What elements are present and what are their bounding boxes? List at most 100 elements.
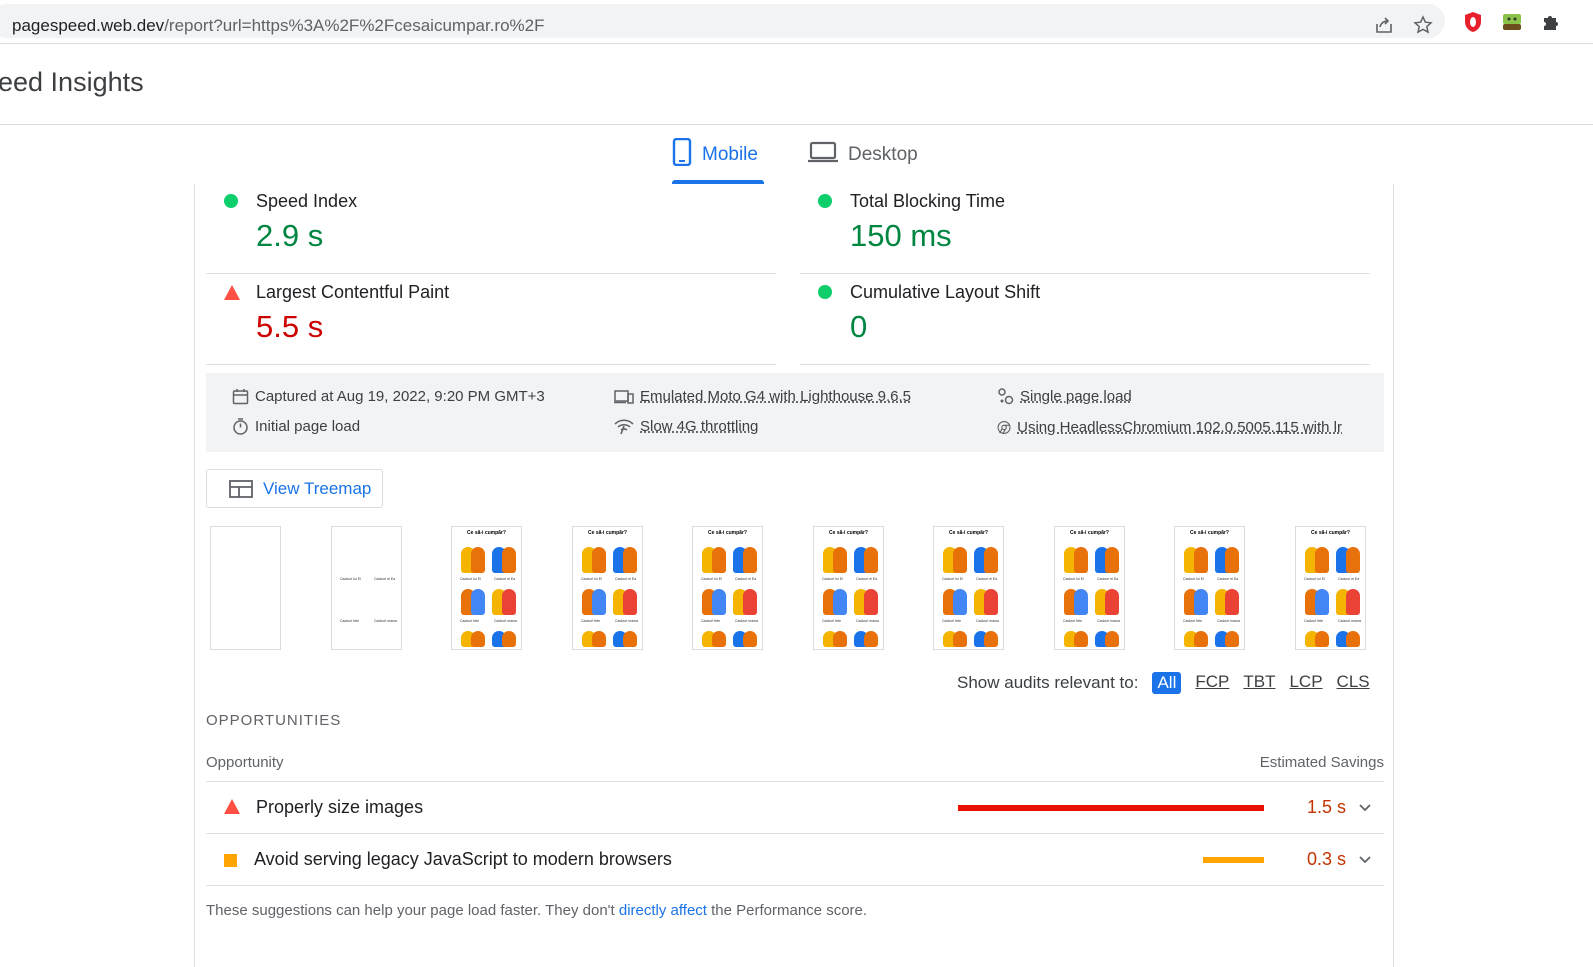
filmstrip-label: Cadouri fete xyxy=(460,619,480,623)
filmstrip-illustration xyxy=(984,631,998,647)
opera-extension-icon[interactable] xyxy=(1461,10,1485,34)
laptop-icon xyxy=(808,141,838,163)
app-header: eed Insights xyxy=(0,45,1593,125)
metric-title: Cumulative Layout Shift xyxy=(850,282,1041,302)
filter-chip-fcp[interactable]: FCP xyxy=(1195,672,1230,691)
metric-largest-contentful-paint: Largest Contentful Paint 5.5 s xyxy=(206,275,776,365)
filmstrip-illustration xyxy=(1315,589,1329,615)
url-text[interactable]: pagespeed.web.dev/report?url=https%3A%2F… xyxy=(12,16,545,35)
opportunities-footnote: These suggestions can help your page loa… xyxy=(206,902,868,919)
filmstrip-illustration xyxy=(592,547,606,573)
active-tab-indicator xyxy=(672,180,764,184)
filmstrip-label: Cadouri ei Ea xyxy=(1217,577,1239,581)
filmstrip-label: Cadouri mama xyxy=(976,619,999,623)
filmstrip-illustration xyxy=(502,631,516,647)
filmstrip-label: Cadouri fete xyxy=(340,619,360,623)
opportunity-savings: 0.3 s xyxy=(1306,849,1346,869)
directly-affect-link[interactable]: directly affect xyxy=(618,902,707,919)
runtime-info-box: Captured at Aug 19, 2022, 9:20 PM GMT+3 … xyxy=(206,373,1384,452)
filmstrip-illustration xyxy=(1105,589,1119,615)
metric-value: 150 ms xyxy=(850,218,952,253)
audit-filter: Show audits relevant to: All FCP TBT LCP… xyxy=(957,672,1370,694)
col-estimated-savings: Estimated Savings xyxy=(1259,754,1384,771)
col-opportunity: Opportunity xyxy=(206,754,284,771)
filmstrip-label: Cadouri mama xyxy=(494,619,517,623)
info-browser[interactable]: Using HeadlessChromium 102.0.5005.115 wi… xyxy=(997,418,1342,437)
fail-indicator-icon xyxy=(224,285,240,300)
opportunities-section-title: OPPORTUNITIES xyxy=(206,712,342,729)
view-treemap-button[interactable]: View Treemap xyxy=(206,469,383,508)
address-bar[interactable]: pagespeed.web.dev/report?url=https%3A%2F… xyxy=(0,4,1445,38)
filmstrip-frame: Cadouri lui El Cadouri ei Ea Cadouri fete C… xyxy=(451,526,522,650)
metric-value: 0 xyxy=(850,309,868,344)
audit-filter-label: Show audits relevant to: xyxy=(957,673,1139,692)
opportunity-row-legacy-javascript[interactable]: Avoid serving legacy JavaScript to moder… xyxy=(206,834,1384,886)
metric-title: Total Blocking Time xyxy=(850,191,1006,211)
filter-chip-lcp[interactable]: LCP xyxy=(1289,672,1323,691)
filmstrip-page-heading: Ce să-i cumpăr? xyxy=(949,530,988,536)
filmstrip-label: Cadouri fete xyxy=(1304,619,1324,623)
chevron-down-icon[interactable] xyxy=(1356,799,1374,817)
pass-indicator-icon xyxy=(818,285,832,299)
filmstrip-illustration xyxy=(1225,631,1239,647)
filmstrip-label: Cadouri fete xyxy=(581,619,601,623)
filmstrip-illustration xyxy=(502,589,516,615)
filmstrip-illustration xyxy=(1074,547,1088,573)
pass-indicator-icon xyxy=(818,194,832,208)
tab-mobile[interactable]: Mobile xyxy=(672,138,758,184)
share-icon[interactable] xyxy=(1374,15,1394,35)
star-icon[interactable] xyxy=(1413,15,1433,35)
bucket-extension-icon[interactable] xyxy=(1500,10,1524,34)
filmstrip-illustration xyxy=(1194,631,1208,647)
info-throttling[interactable]: Slow 4G throttling xyxy=(614,418,758,435)
filmstrip-page-heading: Ce să-i cumpăr? xyxy=(829,530,868,536)
filmstrip-illustration xyxy=(502,547,516,573)
filmstrip-illustration xyxy=(1074,631,1088,647)
pass-indicator-icon xyxy=(224,194,238,208)
puzzle-extension-icon[interactable] xyxy=(1540,10,1564,34)
info-single-page[interactable]: Single page load xyxy=(997,388,1132,405)
filter-chip-tbt[interactable]: TBT xyxy=(1243,672,1276,691)
opportunity-label: Avoid serving legacy JavaScript to moder… xyxy=(254,849,672,869)
filmstrip-illustration xyxy=(712,631,726,647)
filmstrip-illustration xyxy=(1194,547,1208,573)
fail-indicator-icon xyxy=(224,799,240,814)
filmstrip-label: Cadouri fete xyxy=(822,619,842,623)
filmstrip-label: Cadouri lui El xyxy=(581,577,602,581)
filmstrip-illustration xyxy=(623,547,637,573)
filmstrip-frame: Cadouri lui El Cadouri ei Ea Cadouri fete C… xyxy=(933,526,1004,650)
filmstrip-illustration xyxy=(1105,547,1119,573)
filmstrip-illustration xyxy=(712,547,726,573)
average-indicator-icon xyxy=(224,854,237,867)
filmstrip-illustration xyxy=(1194,589,1208,615)
chrome-icon xyxy=(997,421,1011,434)
filmstrip-illustration xyxy=(984,589,998,615)
filmstrip-frame: Cadouri lui El Cadouri ei Ea Cadouri fete C… xyxy=(1174,526,1245,650)
filmstrip-label: Cadouri fete xyxy=(1063,619,1083,623)
metric-value: 5.5 s xyxy=(256,309,324,344)
filmstrip-illustration xyxy=(1105,631,1119,647)
filmstrip-label: Cadouri lui El xyxy=(942,577,963,581)
filmstrip-illustration xyxy=(743,631,757,647)
filmstrip-illustration xyxy=(833,547,847,573)
filmstrip-illustration xyxy=(1346,547,1360,573)
filmstrip-label: Cadouri ei Ea xyxy=(735,577,757,581)
tab-desktop[interactable]: Desktop xyxy=(808,138,918,184)
filter-chip-cls[interactable]: CLS xyxy=(1336,672,1370,691)
filmstrip-illustration xyxy=(1346,589,1360,615)
filmstrip-label: Cadouri ei Ea xyxy=(1097,577,1119,581)
filmstrip-illustration xyxy=(1315,547,1329,573)
filmstrip-illustration xyxy=(833,631,847,647)
filmstrip-label: Cadouri lui El xyxy=(822,577,843,581)
info-device[interactable]: Emulated Moto G4 with Lighthouse 9.6.5 xyxy=(614,388,911,405)
filmstrip-label: Cadouri lui El xyxy=(460,577,481,581)
filmstrip-illustration xyxy=(471,547,485,573)
opportunity-row-properly-size-images[interactable]: Properly size images 1.5 s xyxy=(206,782,1384,834)
app-title: eed Insights xyxy=(0,67,144,97)
filmstrip-illustration xyxy=(1225,589,1239,615)
filmstrip-frame xyxy=(210,526,281,650)
filmstrip-illustration xyxy=(833,589,847,615)
filmstrip-label: Cadouri lui El xyxy=(701,577,722,581)
chevron-down-icon[interactable] xyxy=(1356,851,1374,869)
filter-chip-all[interactable]: All xyxy=(1152,672,1182,694)
